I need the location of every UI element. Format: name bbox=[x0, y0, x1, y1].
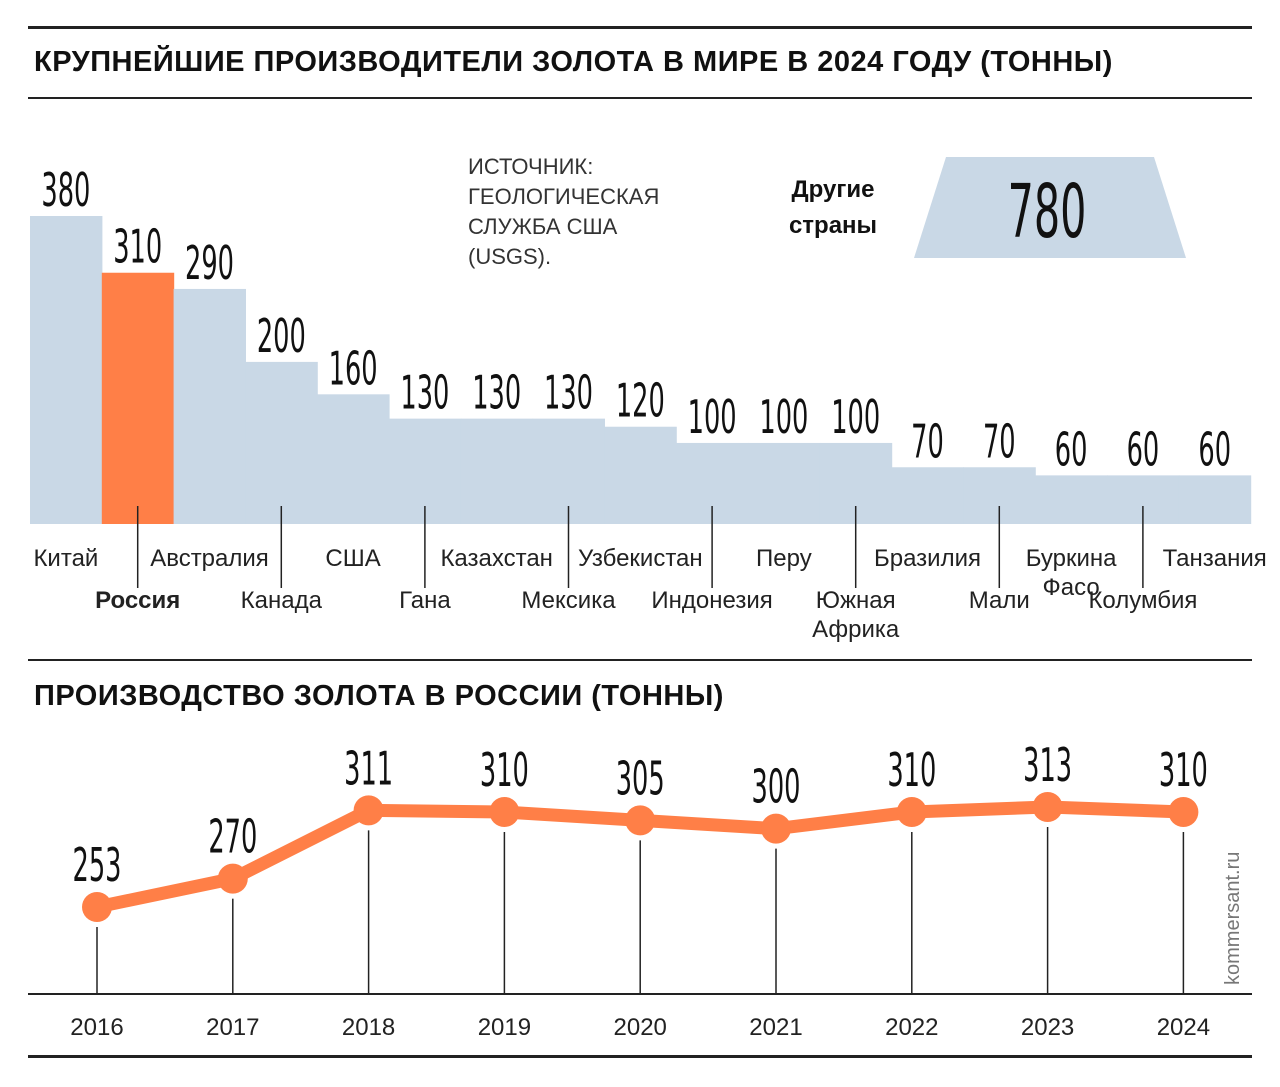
bar-value-label: 70 bbox=[911, 415, 944, 469]
category-label: Бразилия bbox=[874, 545, 981, 572]
data-point bbox=[1032, 792, 1063, 822]
bar-value-label: 70 bbox=[983, 415, 1016, 469]
bar-10 bbox=[748, 442, 821, 524]
data-point bbox=[217, 863, 248, 894]
point-value-label: 305 bbox=[616, 752, 665, 806]
year-tick-label: 2024 bbox=[1157, 1014, 1210, 1041]
category-label: Россия bbox=[95, 587, 180, 614]
bar-value-label: 130 bbox=[472, 367, 521, 421]
point-value-label: 300 bbox=[752, 761, 801, 815]
bar-chart: 380 310 290 200 160 130 130 130 120 100 100 100 70 70… bbox=[30, 164, 1267, 643]
category-label: Мексика bbox=[521, 587, 616, 614]
category-label: Индонезия bbox=[651, 587, 772, 614]
bar-value-label: 130 bbox=[400, 367, 449, 421]
bar-1 bbox=[101, 272, 175, 524]
year-tick-label: 2017 bbox=[206, 1014, 259, 1041]
category-label: Китай bbox=[33, 545, 98, 572]
bar-value-label: 200 bbox=[257, 310, 306, 364]
point-value-label: 311 bbox=[344, 742, 393, 796]
category-label: Южная Африка bbox=[812, 587, 900, 643]
data-point bbox=[1168, 797, 1199, 827]
year-tick-label: 2022 bbox=[885, 1014, 938, 1041]
year-tick-label: 2020 bbox=[614, 1014, 667, 1041]
data-point bbox=[353, 795, 384, 826]
point-value-label: 270 bbox=[208, 811, 257, 865]
bar-4 bbox=[317, 394, 390, 524]
title-rule bbox=[28, 97, 1252, 99]
category-label: Буркина Фасо bbox=[1026, 545, 1117, 601]
bar-14 bbox=[1035, 475, 1108, 524]
category-label: Канада bbox=[241, 587, 323, 614]
mid-rule bbox=[28, 659, 1252, 661]
category-label: Гана bbox=[399, 587, 451, 614]
bar-16 bbox=[1178, 475, 1252, 524]
point-value-label: 310 bbox=[887, 744, 936, 798]
data-point bbox=[489, 797, 520, 827]
year-tick-label: 2019 bbox=[478, 1014, 531, 1041]
bar-value-label: 290 bbox=[185, 237, 234, 291]
data-point bbox=[625, 805, 656, 836]
year-tick-label: 2016 bbox=[70, 1014, 123, 1041]
bar-value-label: 100 bbox=[759, 391, 808, 445]
bar-0 bbox=[30, 216, 103, 524]
point-value-label: 253 bbox=[73, 839, 122, 893]
year-tick-label: 2021 bbox=[749, 1014, 802, 1041]
source-note: ИСТОЧНИК: ГЕОЛОГИЧЕСКАЯ СЛУЖБА США (USGS… bbox=[468, 154, 660, 269]
axis-rule bbox=[28, 993, 1252, 995]
bottom-rule bbox=[28, 1055, 1252, 1058]
category-label: Узбекистан bbox=[578, 545, 703, 572]
bar-value-label: 60 bbox=[1055, 423, 1088, 477]
point-value-label: 310 bbox=[480, 744, 529, 798]
category-label: Колумбия bbox=[1088, 587, 1197, 614]
category-label: Танзания bbox=[1163, 545, 1267, 572]
bar-value-label: 130 bbox=[544, 367, 593, 421]
top-rule bbox=[28, 26, 1252, 29]
bar-12 bbox=[891, 467, 964, 524]
line-chart-title: ПРОИЗВОДСТВО ЗОЛОТА В РОССИИ (ТОННЫ) bbox=[34, 680, 724, 712]
category-label: Казахстан bbox=[440, 545, 552, 572]
category-label: Перу bbox=[756, 545, 812, 572]
chart-title: КРУПНЕЙШИЕ ПРОИЗВОДИТЕЛИ ЗОЛОТА В МИРЕ В… bbox=[34, 46, 1113, 78]
year-tick-label: 2018 bbox=[342, 1014, 395, 1041]
data-point bbox=[761, 813, 791, 844]
others-value: 780 bbox=[1007, 169, 1087, 255]
category-label: Мали bbox=[969, 587, 1030, 614]
bar-value-label: 310 bbox=[113, 221, 162, 275]
bar-2 bbox=[173, 288, 246, 524]
credit-text: kommersant.ru bbox=[1222, 851, 1244, 985]
bar-value-label: 160 bbox=[329, 342, 378, 396]
bar-3 bbox=[245, 361, 318, 524]
year-tick-label: 2023 bbox=[1021, 1014, 1074, 1041]
bar-value-label: 100 bbox=[831, 391, 880, 445]
bar-value-label: 60 bbox=[1127, 423, 1160, 477]
data-point bbox=[896, 797, 927, 827]
point-value-label: 313 bbox=[1023, 739, 1072, 793]
data-point bbox=[82, 892, 112, 922]
category-label: США bbox=[325, 545, 380, 572]
point-value-label: 310 bbox=[1159, 744, 1208, 798]
bar-value-label: 60 bbox=[1198, 423, 1231, 477]
category-label: Австралия bbox=[150, 545, 269, 572]
bar-value-label: 120 bbox=[616, 375, 665, 429]
others-trapezoid bbox=[914, 157, 1186, 258]
bar-8 bbox=[604, 426, 677, 524]
others-label: Другие страны bbox=[788, 176, 878, 239]
bar-6 bbox=[460, 418, 534, 524]
bar-value-label: 380 bbox=[41, 164, 90, 218]
bar-value-label: 100 bbox=[688, 391, 737, 445]
